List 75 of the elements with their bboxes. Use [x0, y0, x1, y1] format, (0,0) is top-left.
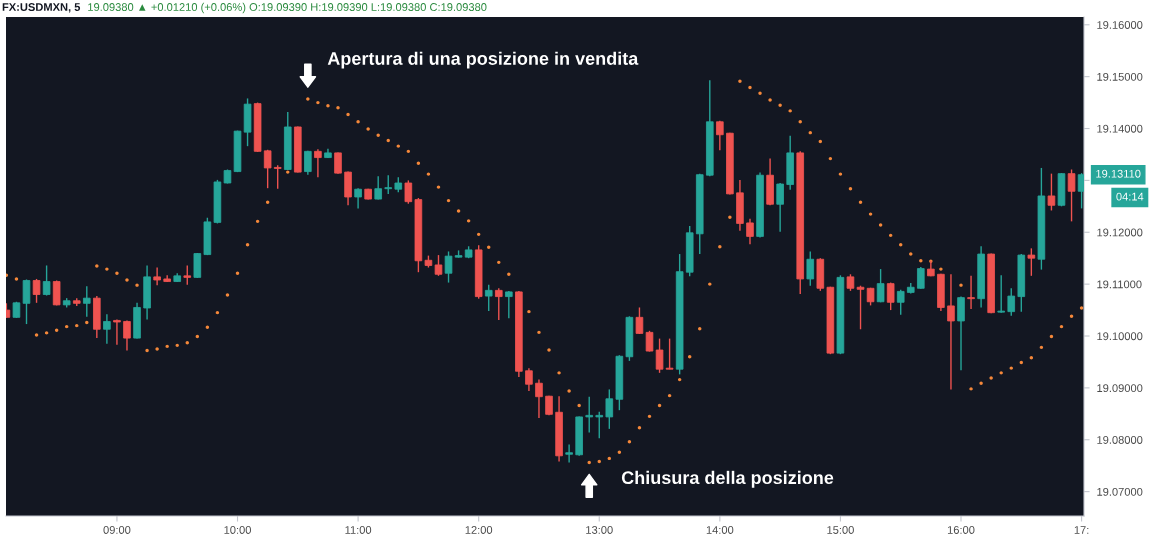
candlestick — [1047, 172, 1056, 212]
candlestick — [716, 120, 724, 152]
x-tick-label: 09:00 — [103, 526, 131, 534]
candlestick — [22, 278, 31, 325]
candlestick — [354, 187, 362, 210]
candlestick — [484, 283, 493, 312]
candlestick — [665, 337, 674, 370]
x-tick-label: 10:00 — [224, 526, 251, 534]
candlestick — [52, 279, 61, 307]
candlestick — [886, 281, 895, 311]
x-tick-label: 16:00 — [947, 526, 975, 534]
candlestick — [444, 250, 453, 284]
candlestick — [967, 275, 975, 310]
candlestick — [113, 318, 121, 346]
candlestick — [947, 273, 955, 391]
candlestick — [605, 388, 614, 430]
candlestick — [856, 284, 865, 330]
candlestick — [83, 285, 91, 318]
candlestick — [384, 174, 393, 195]
x-tick-label: 17: — [1074, 526, 1089, 534]
candlestick — [1027, 247, 1036, 277]
candlestick — [746, 218, 754, 245]
candlestick — [1067, 168, 1076, 223]
text: 04:14 — [1116, 192, 1144, 201]
candlestick — [776, 182, 784, 233]
candlestick — [153, 266, 161, 286]
candlestick — [263, 149, 272, 189]
candlestick — [1007, 287, 1016, 317]
y-tick-label: 19.12000 — [1097, 228, 1143, 237]
candlestick — [876, 268, 885, 303]
candlestick — [957, 295, 965, 371]
candlestick — [183, 264, 192, 286]
x-tick-label: 11:00 — [345, 526, 372, 534]
candlestick — [806, 250, 815, 287]
candlestick — [273, 164, 282, 190]
candlestick — [655, 337, 664, 374]
x-tick-label: 14:00 — [706, 526, 734, 534]
candlestick — [535, 378, 543, 419]
y-tick-label: 19.16000 — [1097, 21, 1143, 29]
x-tick-label: 13:00 — [586, 526, 613, 534]
annotation: 19.13110 — [1096, 169, 1141, 178]
candlestick — [374, 175, 382, 201]
candlestick — [434, 254, 443, 277]
candlestick — [103, 313, 111, 345]
y-tick-label: 19.10000 — [1097, 332, 1143, 341]
candlestick — [495, 287, 503, 321]
candlestick — [334, 151, 342, 175]
y-tick-label: 19.11000 — [1097, 280, 1142, 289]
candlestick — [645, 330, 654, 353]
x-tick-label: 12:00 — [465, 526, 493, 534]
candlestick — [525, 367, 533, 392]
annotation: Apertura di una posizione in vendita — [327, 51, 639, 69]
candlestick — [314, 148, 322, 178]
y-tick-label: 19.14000 — [1097, 124, 1143, 133]
candlestick — [42, 264, 51, 297]
candlestick — [404, 179, 413, 205]
candlestick — [635, 306, 644, 335]
y-tick-label: 19.08000 — [1097, 436, 1143, 444]
annotation: Chiusura della posizione — [621, 470, 834, 488]
candlestick — [123, 319, 131, 352]
candlestick — [565, 443, 573, 464]
y-tick-label: 19.15000 — [1097, 72, 1143, 81]
candlestick — [32, 278, 41, 304]
candlestick — [896, 289, 905, 316]
chart-subtitle: 19.09380 ▲ +0.01210 (+0.06%) O:19.09390 H:19.09390 L:19.09380 C:19.09380 — [88, 2, 487, 14]
y-tick-label: 19.07000 — [1097, 487, 1143, 496]
candlestick — [585, 396, 593, 434]
chart-title: FX:USDMXN, 5 — [2, 3, 81, 13]
candlestick — [917, 266, 925, 290]
candlestick — [997, 274, 1005, 314]
candlestick — [193, 252, 202, 279]
x-tick-label: 15:00 — [827, 526, 854, 534]
candlestick — [595, 411, 604, 439]
y-tick-label: 19.09000 — [1097, 384, 1143, 393]
candlestick — [505, 290, 513, 320]
